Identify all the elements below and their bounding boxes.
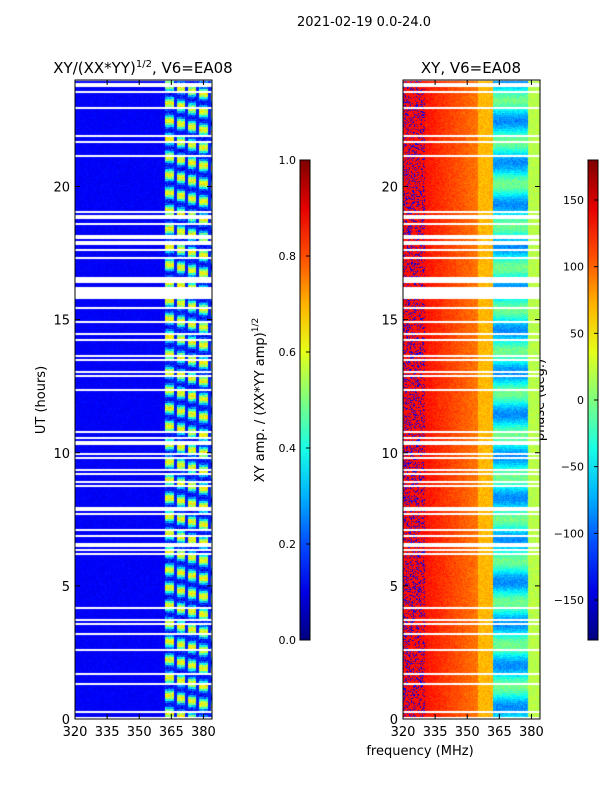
amp-cbar-tick-label: 0.6 <box>279 346 297 359</box>
phase-heatmap <box>403 80 540 719</box>
phase-frame <box>402 79 541 720</box>
phase-xtick-label: 350 <box>455 725 480 740</box>
phase-xtick-label: 365 <box>487 725 512 740</box>
phase-cbar-tick-label: 50 <box>570 327 584 340</box>
left-title: XY/(XX*YY)1/2, V6=EA08 <box>53 59 232 77</box>
amp-colorbar <box>299 159 311 641</box>
amp-ytick-label: 0 <box>62 713 70 728</box>
phase-ytick-label: 10 <box>381 447 398 462</box>
amp-cbar-tick-label: 1.0 <box>279 154 297 167</box>
phase-xtick-label: 320 <box>391 725 416 740</box>
amp-cbar-tick-label: 0.4 <box>279 442 297 455</box>
amp-xtick-label: 350 <box>127 725 152 740</box>
colorbar-amp-label: XY amp. / (XX*YY amp)1/2 <box>251 318 268 482</box>
amp-xtick-label: 365 <box>159 725 184 740</box>
amp-cbar-tick-label: 0.2 <box>279 538 297 551</box>
suptitle: 2021-02-19 0.0-24.0 <box>297 15 431 30</box>
amp-xtick-label: 320 <box>63 725 88 740</box>
y-axis-label: UT (hours) <box>34 366 49 434</box>
amp-ytick-label: 10 <box>53 447 70 462</box>
amp-xtick-label: 380 <box>191 725 216 740</box>
phase-ytick-label: 5 <box>390 580 398 595</box>
phase-cbar-tick-label: −150 <box>554 594 584 607</box>
phase-ytick-label: 15 <box>381 314 398 329</box>
amp-ytick-label: 15 <box>53 314 70 329</box>
amp-ytick-label: 20 <box>53 181 70 196</box>
amp-cbar-tick-label: 0.0 <box>279 634 297 647</box>
phase-cbar-tick-label: −100 <box>554 527 584 540</box>
amp-ytick-label: 5 <box>62 580 70 595</box>
phase-cbar-tick-label: −50 <box>561 461 584 474</box>
phase-cbar-tick-label: 0 <box>577 394 584 407</box>
phase-xtick-label: 335 <box>423 725 448 740</box>
amp-xtick-label: 335 <box>95 725 120 740</box>
phase-ytick-label: 0 <box>390 713 398 728</box>
x-axis-label: frequency (MHz) <box>366 744 473 759</box>
right-title: XY, V6=EA08 <box>421 59 521 77</box>
amp-heatmap <box>75 80 212 719</box>
phase-xtick-label: 380 <box>519 725 544 740</box>
phase-cbar-tick-label: 150 <box>563 194 584 207</box>
phase-cbar-tick-label: 100 <box>563 261 584 274</box>
amp-frame <box>74 79 213 720</box>
phase-ytick-label: 20 <box>381 181 398 196</box>
amp-cbar-tick-label: 0.8 <box>279 250 297 263</box>
